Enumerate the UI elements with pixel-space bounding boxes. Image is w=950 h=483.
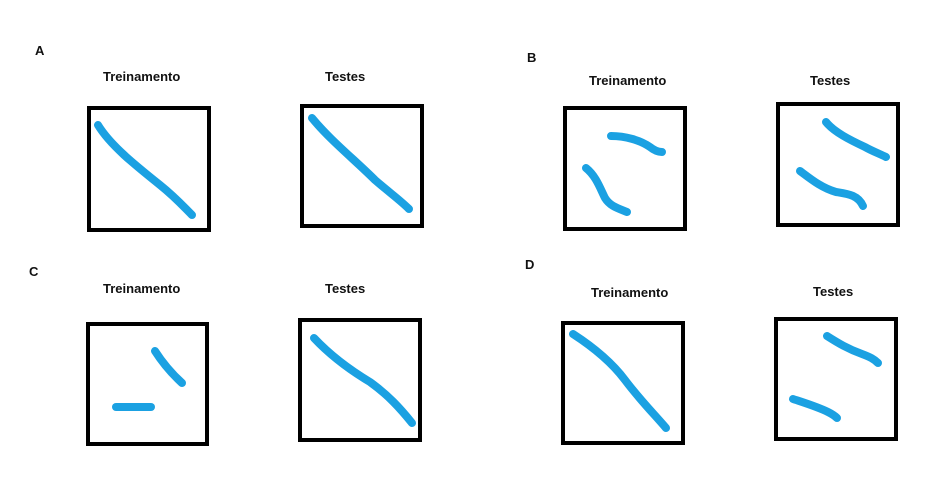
panel-d-label: D	[525, 257, 535, 272]
panel-c-label: C	[29, 264, 39, 279]
panel-a-label: A	[35, 43, 45, 58]
panel-b-test-stroke-lower	[796, 167, 867, 210]
panel-c-test-stroke	[310, 334, 416, 427]
panel-b-training-box	[563, 106, 687, 231]
panel-d-test-stroke-lower	[789, 395, 841, 422]
panel-d-training-title: Treinamento	[591, 285, 669, 300]
panel-a-test-stroke	[308, 114, 413, 213]
panel-a-training-stroke	[94, 121, 196, 219]
panel-b-training-title: Treinamento	[589, 73, 667, 88]
panel-b-test-box	[776, 102, 900, 227]
panel-a-test-box	[300, 104, 424, 228]
panel-c-training-box	[86, 322, 209, 446]
panel-b-test-title: Testes	[810, 73, 851, 88]
panel-c-training-title: Treinamento	[103, 281, 181, 296]
panel-b-label: B	[527, 50, 537, 65]
panel-d-test-box	[774, 317, 898, 441]
panel-d-test-title: Testes	[813, 284, 854, 299]
panel-c-test-title: Testes	[325, 281, 366, 296]
panel-c-training-stroke-diagonal	[151, 347, 186, 387]
panel-a-training-box	[87, 106, 211, 232]
panel-a-training-title: Treinamento	[103, 69, 181, 84]
panel-a-test-title: Testes	[325, 69, 366, 84]
panel-d-test-stroke-upper	[823, 332, 882, 367]
panel-c-test-box	[298, 318, 422, 442]
panel-d-training-box	[561, 321, 685, 445]
panel-d-training-stroke	[569, 330, 670, 432]
panel-b-test-stroke-upper	[822, 118, 890, 161]
panel-b-training-stroke-lower	[582, 164, 631, 216]
panel-b-training-stroke-upper	[607, 132, 666, 156]
